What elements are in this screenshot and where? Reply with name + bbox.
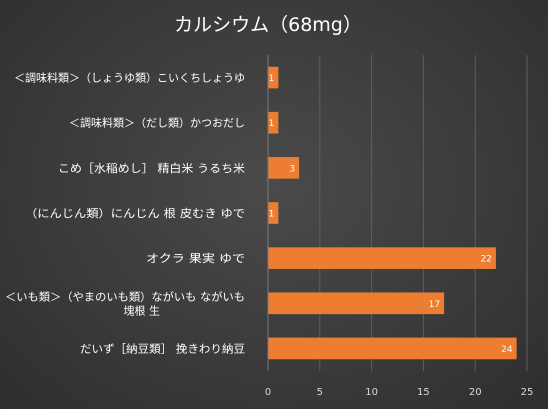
data-label-4: 22 bbox=[480, 255, 491, 265]
data-label-2: 3 bbox=[289, 164, 295, 174]
x-tick-label: 20 bbox=[469, 387, 482, 398]
data-label-5: 17 bbox=[429, 300, 440, 310]
data-label-0: 1 bbox=[269, 74, 275, 84]
category-label: オクラ 果実 ゆで bbox=[146, 251, 245, 265]
bar-4 bbox=[268, 247, 496, 269]
axis-layer: 0 5 10 15 20 25 bbox=[265, 55, 534, 398]
bar-1 bbox=[268, 111, 279, 134]
bar-6 bbox=[268, 337, 517, 360]
bar-0 bbox=[268, 66, 279, 89]
label-layer: 1 ＜調味料類＞（しょうゆ類）こいくちしょうゆ 1 ＜調味料類＞（だし類）かつおだし 3… bbox=[5, 71, 513, 356]
category-label: こめ［水稲めし］ 精白米 うるち米 bbox=[58, 161, 245, 175]
bar-layer bbox=[268, 66, 517, 360]
x-tick-label: 0 bbox=[265, 387, 271, 398]
data-label-1: 1 bbox=[269, 119, 275, 129]
category-label: （にんじん類）にんじん 根 皮むき ゆで bbox=[25, 206, 245, 220]
x-tick-label: 15 bbox=[417, 387, 430, 398]
grid-layer bbox=[267, 55, 528, 371]
category-label: 塊根 生 bbox=[124, 303, 161, 317]
category-label: だいず［納豆類］ 挽きわり納豆 bbox=[80, 341, 245, 355]
data-label-6: 24 bbox=[501, 345, 513, 355]
chart-title: カルシウム（68mg） bbox=[174, 14, 362, 36]
x-tick-label: 5 bbox=[317, 387, 323, 398]
data-label-3: 1 bbox=[269, 210, 275, 220]
category-label: ＜いも類＞（やまのいも類）ながいも ながいも bbox=[5, 289, 245, 303]
category-label: ＜調味料類＞（しょうゆ類）こいくちしょうゆ bbox=[14, 71, 245, 85]
category-label: ＜調味料類＞（だし類）かつおだし bbox=[69, 116, 245, 130]
bar-2 bbox=[268, 157, 300, 179]
x-tick-label: 10 bbox=[365, 387, 378, 398]
bar-3 bbox=[268, 202, 279, 224]
bar-5 bbox=[268, 292, 445, 315]
x-tick-label: 25 bbox=[521, 387, 534, 398]
